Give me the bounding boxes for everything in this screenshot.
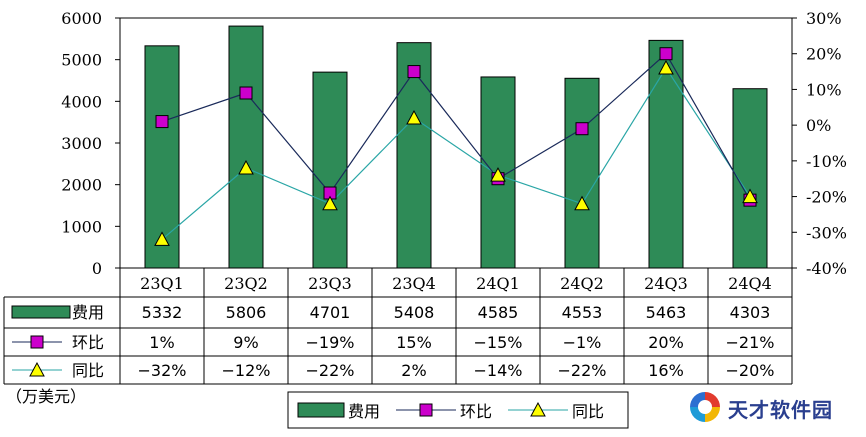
category-label: 23Q3 bbox=[308, 274, 352, 293]
yoy-point bbox=[742, 188, 758, 204]
right-axis: -40% -30% -20% -10% 0% 10% 20% 30% bbox=[792, 9, 847, 278]
table-cell: 15% bbox=[396, 333, 432, 352]
qoq-point bbox=[155, 115, 169, 129]
table-key-marker bbox=[30, 335, 44, 349]
table-cell: −12% bbox=[222, 361, 271, 380]
watermark-text: 天才软件园 bbox=[728, 398, 833, 422]
table-row-label: 费用 bbox=[72, 303, 104, 322]
right-axis-tick-label: 10% bbox=[806, 80, 842, 99]
bar-series bbox=[144, 25, 768, 269]
table-cell: 16% bbox=[648, 361, 684, 380]
legend-key-bar bbox=[297, 402, 345, 418]
category-label: 24Q2 bbox=[560, 274, 604, 293]
qoq-line bbox=[161, 52, 751, 201]
qoq-point bbox=[407, 65, 421, 79]
table-cell: −19% bbox=[306, 333, 355, 352]
table-cell: 5332 bbox=[142, 303, 183, 322]
table-cell: 9% bbox=[233, 333, 258, 352]
table-cell: 2% bbox=[401, 361, 426, 380]
left-axis-tick-label: 0 bbox=[92, 259, 102, 278]
yoy-point bbox=[574, 195, 590, 211]
yoy-point bbox=[322, 195, 338, 211]
left-axis-tick-label: 2000 bbox=[61, 176, 102, 195]
plot-area bbox=[119, 17, 793, 269]
legend-label-yoy: 同比 bbox=[572, 402, 604, 421]
table-cell: 5806 bbox=[226, 303, 267, 322]
yoy-point bbox=[406, 109, 422, 125]
table-cell: −32% bbox=[138, 361, 187, 380]
table-cell: 5408 bbox=[394, 303, 435, 322]
legend-box bbox=[287, 391, 629, 429]
yoy-point bbox=[490, 167, 506, 182]
legend-key-marker bbox=[530, 401, 546, 417]
legend: 费用 环比 同比 bbox=[287, 391, 629, 429]
table-cell: −22% bbox=[558, 361, 607, 380]
legend-label-fee: 费用 bbox=[348, 402, 380, 421]
table-cell: 20% bbox=[648, 333, 684, 352]
bar-23q3 bbox=[312, 71, 348, 269]
right-axis-tick-label: -10% bbox=[806, 152, 847, 171]
left-axis-tick-label: 1000 bbox=[61, 217, 102, 236]
qoq-point bbox=[659, 47, 673, 61]
bar-23q2 bbox=[228, 25, 264, 269]
right-axis-tick-label: 0% bbox=[806, 116, 831, 135]
right-axis-tick-label: -20% bbox=[806, 188, 847, 207]
table-row-label: 环比 bbox=[72, 333, 104, 352]
left-axis-tick-label: 5000 bbox=[61, 51, 102, 70]
table-cell: −15% bbox=[474, 333, 523, 352]
yoy-point bbox=[154, 231, 170, 246]
table-cell: −14% bbox=[474, 361, 523, 380]
unit-note: （万美元） bbox=[6, 387, 86, 406]
left-axis-tick-label: 4000 bbox=[61, 92, 102, 111]
data-table: 23Q1 23Q2 23Q3 23Q4 24Q1 24Q2 24Q3 24Q4 费用 5332 58… bbox=[3, 267, 793, 385]
left-axis: 0 1000 2000 3000 4000 5000 6000 bbox=[61, 9, 120, 278]
category-label: 23Q4 bbox=[392, 274, 436, 293]
bar-23q4 bbox=[396, 42, 432, 269]
table-cell: −21% bbox=[726, 333, 775, 352]
table-key-bar bbox=[11, 305, 71, 319]
table-cell: 1% bbox=[149, 333, 174, 352]
left-axis-tick-label: 6000 bbox=[61, 9, 102, 28]
table-cell: 4303 bbox=[730, 303, 771, 322]
left-axis-tick-label: 3000 bbox=[61, 134, 102, 153]
qoq-point bbox=[239, 86, 253, 100]
table-cell: −22% bbox=[306, 361, 355, 380]
right-axis-tick-label: -40% bbox=[806, 259, 847, 278]
bar-24q2 bbox=[564, 77, 600, 269]
category-label: 23Q1 bbox=[140, 274, 184, 293]
table-cell: 4701 bbox=[310, 303, 351, 322]
category-label: 24Q4 bbox=[728, 274, 772, 293]
legend-key-marker bbox=[419, 403, 433, 417]
yoy-line bbox=[161, 66, 751, 240]
category-label: 23Q2 bbox=[224, 274, 268, 293]
table-cell: 5463 bbox=[646, 303, 687, 322]
category-label: 24Q3 bbox=[644, 274, 688, 293]
yoy-point bbox=[658, 59, 674, 75]
table-cell: 4585 bbox=[478, 303, 519, 322]
category-label: 24Q1 bbox=[476, 274, 520, 293]
plot-border bbox=[119, 17, 793, 269]
right-axis-tick-label: 30% bbox=[806, 9, 842, 28]
table-row-label: 同比 bbox=[72, 361, 104, 380]
yoy-point bbox=[238, 159, 254, 175]
watermark-logo: 天才软件园 bbox=[690, 390, 860, 430]
table-cell: 4553 bbox=[562, 303, 603, 322]
right-axis-tick-label: 20% bbox=[806, 45, 842, 64]
bar-23q1 bbox=[144, 45, 180, 269]
logo-icon bbox=[690, 392, 720, 422]
table-key-marker bbox=[29, 361, 45, 377]
table-cell: −20% bbox=[726, 361, 775, 380]
qoq-point bbox=[575, 122, 589, 136]
legend-label-qoq: 环比 bbox=[460, 402, 492, 421]
table-cell: −1% bbox=[563, 333, 602, 352]
line-series bbox=[154, 47, 758, 246]
right-axis-tick-label: -30% bbox=[806, 223, 847, 242]
